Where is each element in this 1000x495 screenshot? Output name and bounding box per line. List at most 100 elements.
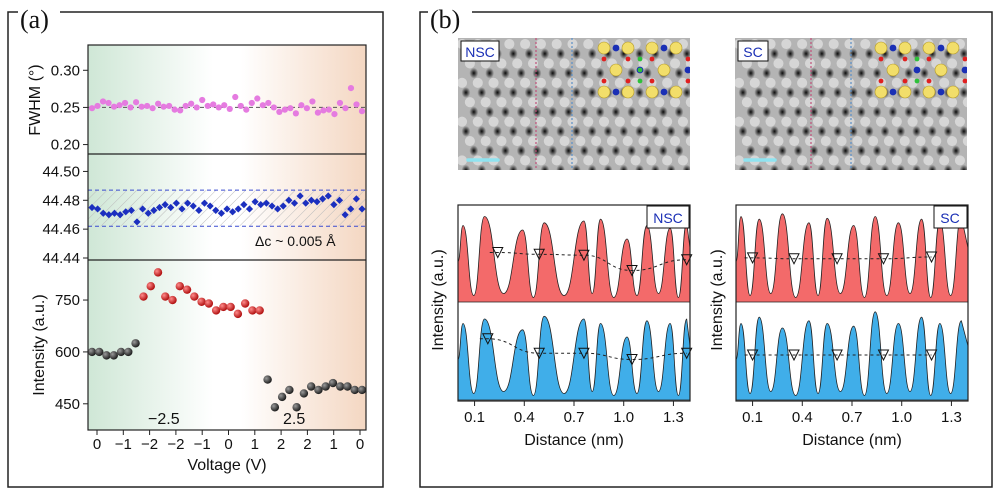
stem-bright-spot <box>614 116 625 127</box>
atom-blue-5 <box>684 66 690 74</box>
stem-dark-spot <box>849 125 858 137</box>
stem-dark-spot <box>967 107 976 118</box>
stem-dark-spot <box>627 106 637 118</box>
stem-dark-spot <box>817 48 827 60</box>
stem-bright-spot <box>583 77 594 88</box>
stem-dark-spot <box>912 87 921 98</box>
stem-dark-spot <box>864 125 874 137</box>
stem-dark-spot <box>619 125 629 137</box>
profile-red-profile-area <box>735 213 969 303</box>
stem-dark-spot <box>524 48 534 60</box>
lattice-point-14 <box>167 203 175 212</box>
stem-bright-spot <box>654 97 665 108</box>
stem-dark-spot <box>635 164 644 170</box>
stem-dark-spot <box>477 125 487 137</box>
stem-bright-spot <box>543 136 554 147</box>
profile-blue-profile-marker-4 <box>680 347 693 360</box>
profile-red-profile-marker-1 <box>788 253 800 265</box>
fwhm-point-39 <box>303 105 310 112</box>
stem-bright-spot <box>812 38 823 50</box>
stem-bright-spot <box>488 77 499 88</box>
stem-bright-spot <box>575 58 586 69</box>
fwhm-point-16 <box>177 107 184 114</box>
stem-bright-spot <box>520 116 531 127</box>
profile-blue-profile-marker-2 <box>578 347 590 360</box>
fwhm-point-48 <box>353 101 360 108</box>
stem-bright-spot <box>480 97 491 108</box>
stem-bright-spot <box>836 136 847 147</box>
stem-bright-spot <box>464 97 475 108</box>
stem-bright-spot <box>852 136 863 147</box>
neg-voltage-annotation: −2.5 <box>148 411 180 428</box>
lattice-point-24 <box>223 205 231 213</box>
profile-xtick-label-2: 0.7 <box>564 409 585 426</box>
atom-yellow-5 <box>621 85 635 99</box>
stem-dark-spot <box>770 164 779 170</box>
stem-bright-spot <box>551 38 562 50</box>
profile-sc-label-box <box>933 205 968 229</box>
stem-bright-spot <box>677 77 689 88</box>
stem-dark-spot <box>493 87 502 98</box>
profile-blue-profile-marker-1 <box>788 349 800 362</box>
lattice-point-41 <box>319 195 327 203</box>
fwhm-point-31 <box>259 102 266 109</box>
atom-yellow-8 <box>609 63 623 77</box>
stem-dark-spot <box>477 164 487 170</box>
atom-red-1 <box>649 56 655 62</box>
stem-bright-spot <box>757 136 768 147</box>
stem-bright-spot <box>757 97 768 108</box>
stem-bright-spot <box>947 136 958 147</box>
lattice-point-36 <box>290 199 299 207</box>
stem-dark-spot <box>540 125 550 137</box>
stem-dark-spot <box>461 87 471 98</box>
stem-bright-spot <box>899 58 910 69</box>
stem-bright-spot <box>883 136 894 147</box>
stem-bright-spot <box>812 116 823 127</box>
stem-bright-spot <box>797 116 808 127</box>
stem-dark-spot <box>920 145 929 157</box>
stem-dark-spot <box>603 125 613 137</box>
intensity-black-low-point-2 <box>102 351 111 360</box>
fwhm-point-1 <box>94 102 101 110</box>
fwhm-point-38 <box>298 102 305 109</box>
stem-dark-spot <box>777 67 787 79</box>
intensity-y-label: Intensity (a.u.) <box>31 294 48 395</box>
intensity-black-high-point-8 <box>321 382 330 391</box>
stem-bright-spot <box>765 116 776 127</box>
stem-bright-spot <box>591 136 602 147</box>
profile-nsc-frame <box>457 204 691 402</box>
stem-bright-spot <box>598 116 610 127</box>
fwhm-point-13 <box>160 103 167 110</box>
panel-a-axes-frame <box>87 44 367 431</box>
stem-dark-spot <box>849 87 858 98</box>
atom-red-7 <box>878 78 884 84</box>
stem-bright-spot <box>622 97 633 108</box>
stem-dark-spot <box>595 67 605 79</box>
stem-dark-spot <box>809 145 819 157</box>
stem-bright-spot <box>512 58 523 69</box>
intensity-ytick-label-2: 450 <box>55 396 80 413</box>
stem-dark-spot <box>896 164 906 170</box>
stem-bright-spot <box>567 155 578 166</box>
stem-bright-spot <box>954 155 966 166</box>
stem-dark-spot <box>524 164 534 170</box>
stem-dark-spot <box>587 164 597 170</box>
voltage-tick-label-8: 2 <box>303 436 311 453</box>
fwhm-ytick-label-0: 0.30 <box>51 62 80 79</box>
stem-dark-spot <box>508 87 518 98</box>
stem-dark-spot <box>833 87 843 98</box>
fwhm-y-label: FWHM (°) <box>27 64 44 135</box>
stem-dark-spot <box>508 164 518 170</box>
atom-yellow-9 <box>657 63 671 77</box>
stem-dark-spot <box>627 145 637 157</box>
stem-dark-spot <box>888 145 898 157</box>
atom-red-5 <box>685 78 690 84</box>
stem-bright-spot <box>677 116 689 127</box>
intensity-black-high-point-0 <box>263 375 272 384</box>
intensity-black-high-point-7 <box>314 385 323 395</box>
atom-green-2 <box>637 67 643 73</box>
fwhm-point-47 <box>347 85 355 92</box>
stem-dark-spot <box>841 67 850 79</box>
atom-yellow-7 <box>946 85 960 99</box>
profile-blue-profile-fit <box>479 338 687 361</box>
